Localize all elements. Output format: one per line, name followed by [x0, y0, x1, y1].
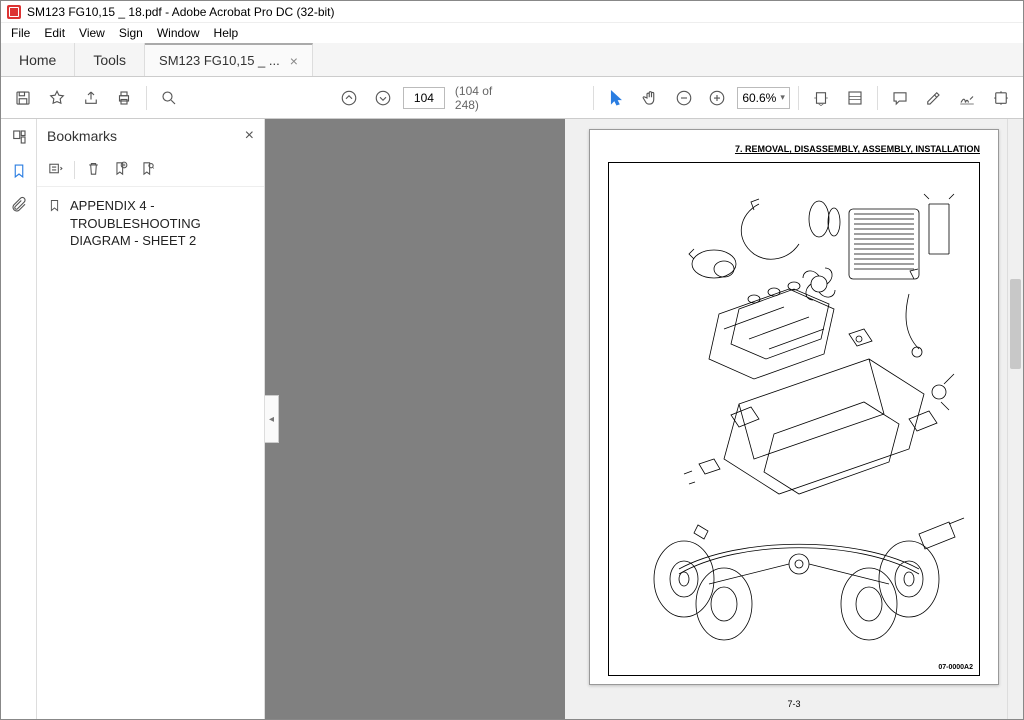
attachments-icon[interactable]	[7, 193, 31, 217]
tab-file[interactable]: SM123 FG10,15 _ ... ×	[145, 43, 313, 76]
page-number: 7-3	[787, 699, 800, 709]
content-area: Bookmarks × APPENDIX 4 - TROUBLESHOOTING…	[1, 119, 1023, 719]
figure-ref: 07-0000A2	[938, 664, 973, 671]
comment-icon[interactable]	[886, 84, 914, 112]
zoom-select[interactable]: 60.6%	[737, 87, 790, 109]
section-title: 7. REMOVAL, DISASSEMBLY, ASSEMBLY, INSTA…	[608, 144, 980, 154]
bookmark-item[interactable]: APPENDIX 4 - TROUBLESHOOTING DIAGRAM - S…	[47, 197, 254, 250]
menu-file[interactable]: File	[5, 24, 36, 42]
more-tools-icon[interactable]	[987, 84, 1015, 112]
tab-home[interactable]: Home	[1, 43, 75, 76]
scrollbar-thumb[interactable]	[1010, 279, 1021, 369]
fit-page-icon[interactable]	[841, 84, 869, 112]
bm-find-icon[interactable]	[139, 160, 156, 180]
star-icon[interactable]	[43, 84, 71, 112]
bookmarks-title: Bookmarks	[47, 128, 117, 144]
pdf-page: 7. REMOVAL, DISASSEMBLY, ASSEMBLY, INSTA…	[589, 129, 999, 685]
page-down-icon[interactable]	[369, 84, 397, 112]
bookmark-item-label: APPENDIX 4 - TROUBLESHOOTING DIAGRAM - S…	[70, 197, 254, 250]
bookmarks-close-icon[interactable]: ×	[245, 127, 254, 145]
bm-new-icon[interactable]	[112, 160, 129, 180]
toolbar: (104 of 248) 60.6%	[1, 77, 1023, 119]
page-total: (104 of 248)	[455, 84, 519, 112]
document-viewer: ◂ 7. REMOVAL, DISASSEMBLY, ASSEMBLY, INS…	[265, 119, 1023, 719]
vertical-scrollbar[interactable]	[1007, 119, 1023, 719]
thumbnails-icon[interactable]	[7, 125, 31, 149]
bookmarks-tools	[37, 153, 264, 187]
menu-bar: File Edit View Sign Window Help	[1, 23, 1023, 43]
menu-view[interactable]: View	[73, 24, 111, 42]
select-tool-icon[interactable]	[602, 84, 630, 112]
bookmark-item-icon	[47, 198, 62, 213]
print-icon[interactable]	[111, 84, 139, 112]
zoom-in-icon[interactable]	[703, 84, 731, 112]
page-up-icon[interactable]	[335, 84, 363, 112]
tab-tools[interactable]: Tools	[75, 43, 145, 76]
tab-close-icon[interactable]: ×	[290, 53, 298, 69]
save-icon[interactable]	[9, 84, 37, 112]
sign-icon[interactable]	[953, 84, 981, 112]
page-input[interactable]	[403, 87, 445, 109]
hand-tool-icon[interactable]	[636, 84, 664, 112]
exploded-diagram	[609, 163, 979, 675]
side-rail	[1, 119, 37, 719]
document-tabs: Home Tools SM123 FG10,15 _ ... ×	[1, 43, 1023, 77]
bookmarks-panel: Bookmarks × APPENDIX 4 - TROUBLESHOOTING…	[37, 119, 265, 719]
menu-edit[interactable]: Edit	[38, 24, 71, 42]
fit-width-icon[interactable]	[807, 84, 835, 112]
menu-help[interactable]: Help	[208, 24, 245, 42]
menu-sign[interactable]: Sign	[113, 24, 149, 42]
find-icon[interactable]	[155, 84, 183, 112]
bookmarks-icon[interactable]	[7, 159, 31, 183]
tab-file-label: SM123 FG10,15 _ ...	[159, 53, 280, 68]
bm-options-icon[interactable]	[47, 160, 64, 180]
share-icon[interactable]	[77, 84, 105, 112]
panel-collapse-icon[interactable]: ◂	[265, 395, 279, 443]
bm-delete-icon[interactable]	[85, 160, 102, 180]
title-bar: SM123 FG10,15 _ 18.pdf - Adobe Acrobat P…	[1, 1, 1023, 23]
figure-frame: 07-0000A2	[608, 162, 980, 676]
zoom-out-icon[interactable]	[670, 84, 698, 112]
prev-page-area	[265, 119, 565, 719]
pdf-icon	[7, 5, 21, 19]
window-title: SM123 FG10,15 _ 18.pdf - Adobe Acrobat P…	[27, 5, 335, 19]
highlight-icon[interactable]	[919, 84, 947, 112]
menu-window[interactable]: Window	[151, 24, 206, 42]
